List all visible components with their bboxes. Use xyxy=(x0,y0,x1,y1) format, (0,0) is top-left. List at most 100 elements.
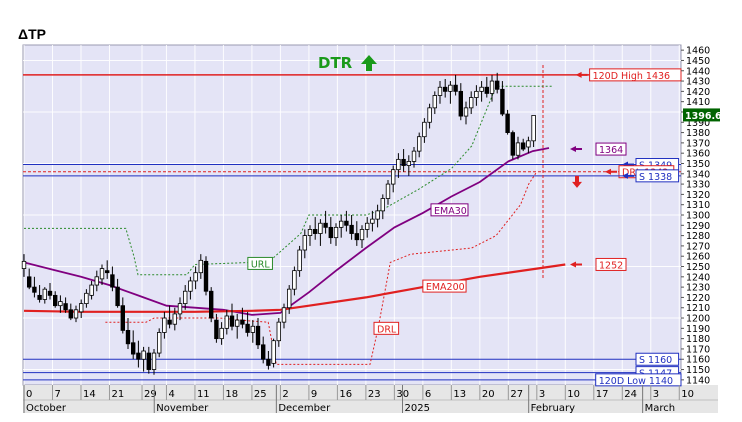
left-arrow-icon xyxy=(605,168,617,175)
candle-body xyxy=(328,226,333,239)
candle xyxy=(89,280,94,300)
y-tick-label: 1160 xyxy=(686,355,710,366)
candle-body xyxy=(484,86,489,94)
series-line-url xyxy=(24,85,554,276)
candle-body xyxy=(245,323,250,333)
candle xyxy=(271,338,276,368)
dtr-signal: DTR xyxy=(318,54,377,72)
candle xyxy=(396,153,401,178)
x-tick-label: 10 xyxy=(567,389,580,400)
candle-body xyxy=(453,84,458,92)
candle xyxy=(42,287,47,304)
candle xyxy=(21,254,27,277)
candle-body xyxy=(53,294,58,307)
candle-body xyxy=(182,290,188,305)
candle xyxy=(188,276,193,300)
candle-body xyxy=(307,229,313,237)
candle xyxy=(349,215,354,240)
x-tick-label: 24 xyxy=(624,389,637,400)
candle-body xyxy=(99,268,105,280)
y-tick-label: 1360 xyxy=(686,149,710,160)
candle-body xyxy=(390,169,396,185)
left-arrow-icon xyxy=(570,146,582,153)
candle-body xyxy=(125,329,131,345)
candle-body xyxy=(406,161,411,166)
y-tick-label: 1280 xyxy=(686,231,710,242)
candle xyxy=(479,81,484,102)
candle-body xyxy=(120,305,125,331)
y-tick-label: 1230 xyxy=(686,283,710,294)
candle-body xyxy=(105,270,110,274)
candle xyxy=(463,101,469,125)
candle-body xyxy=(344,220,349,226)
line-label: EMA30 xyxy=(434,206,467,217)
candle xyxy=(338,215,344,238)
candle xyxy=(162,311,167,339)
candle-body xyxy=(208,290,214,319)
up-arrow-icon xyxy=(361,55,377,71)
chart-title: ΔTP xyxy=(18,26,46,42)
x-tick-label: 7 xyxy=(54,389,60,400)
candle xyxy=(281,303,287,329)
candle xyxy=(474,85,479,106)
x-tick-label: 18 xyxy=(225,389,238,400)
candle-body xyxy=(255,325,261,346)
candle-body xyxy=(375,210,380,220)
candle xyxy=(214,313,219,343)
candle-body xyxy=(229,315,235,327)
candle-body xyxy=(266,358,271,366)
x-tick-label: 0 xyxy=(26,389,32,400)
y-tick-label: 1260 xyxy=(686,252,710,263)
candle xyxy=(208,287,214,323)
level-label: 120D Low 1140 xyxy=(599,376,673,387)
candle xyxy=(37,285,42,303)
candle-body xyxy=(500,88,505,115)
candle-body xyxy=(84,292,89,305)
candle-body xyxy=(494,80,500,90)
x-tick-label: 25 xyxy=(254,389,267,400)
candle-body xyxy=(193,272,198,282)
candle-body xyxy=(385,183,391,199)
candle xyxy=(177,297,183,321)
y-tick-label: 1170 xyxy=(686,344,710,355)
candle-body xyxy=(489,80,495,94)
x-tick-label: 11 xyxy=(197,389,210,400)
candle-body xyxy=(281,307,287,323)
candle-body xyxy=(521,142,526,150)
candle-body xyxy=(526,140,531,148)
y-tick-label: 1350 xyxy=(686,159,710,170)
candle xyxy=(182,285,188,310)
candle xyxy=(515,136,521,160)
candle-body xyxy=(177,303,183,315)
candle-body xyxy=(214,319,219,340)
y-tick-label: 1450 xyxy=(686,56,710,67)
candle-body xyxy=(115,286,120,307)
candle-body xyxy=(364,222,370,230)
month-label: February xyxy=(531,403,575,414)
candle-body xyxy=(479,86,484,92)
candle-body xyxy=(234,319,240,327)
month-label: December xyxy=(278,403,331,414)
candle xyxy=(146,346,151,374)
y-tick-label: 1390 xyxy=(686,118,710,129)
candle xyxy=(484,76,489,98)
y-tick-label: 1460 xyxy=(686,46,710,57)
candle xyxy=(489,74,495,102)
level-label-box xyxy=(589,68,682,82)
candle xyxy=(172,307,177,331)
candle-body xyxy=(250,325,255,333)
marker-label: 1252 xyxy=(599,260,623,271)
candle xyxy=(224,309,229,335)
candle-body xyxy=(468,97,474,109)
candle-body xyxy=(396,158,401,171)
candle-body xyxy=(510,132,515,156)
month-label: March xyxy=(645,403,675,414)
candle-body xyxy=(110,274,115,288)
candle xyxy=(266,351,271,370)
candle-body xyxy=(474,90,479,98)
candle-body xyxy=(172,313,177,325)
line-label-box xyxy=(247,256,273,270)
y-tick-label: 1340 xyxy=(686,169,710,180)
candle-body xyxy=(370,218,375,224)
